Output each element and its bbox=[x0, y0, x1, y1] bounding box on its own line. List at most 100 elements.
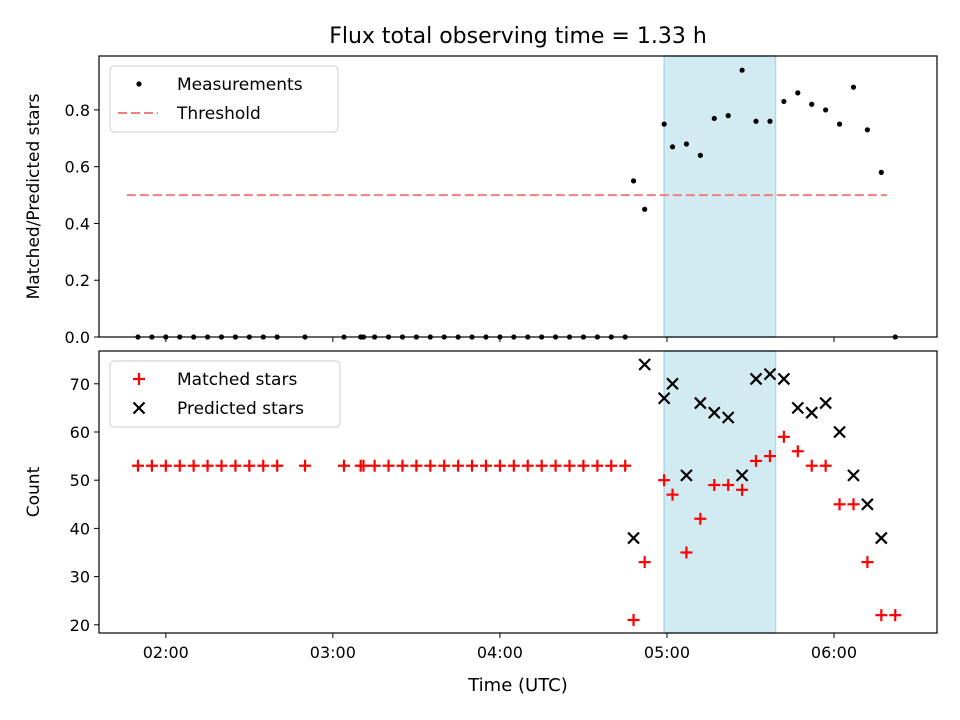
count-point-plus bbox=[777, 430, 790, 443]
ratio-point-dot bbox=[711, 115, 717, 122]
count-point-plus bbox=[257, 459, 270, 472]
ratio-point-dot bbox=[753, 118, 759, 124]
count-point-plus bbox=[736, 483, 749, 496]
legend-box bbox=[109, 360, 341, 428]
count-point-x bbox=[777, 372, 791, 386]
count-point-x-stroke bbox=[791, 401, 805, 415]
count-point-plus bbox=[173, 459, 186, 472]
count-point-x-stroke bbox=[680, 469, 693, 482]
count-point-plus bbox=[791, 445, 804, 458]
count-series-0 bbox=[131, 430, 902, 626]
ratio-point-dot bbox=[683, 141, 690, 147]
count-point-plus bbox=[833, 498, 846, 511]
ratio-point-dot bbox=[630, 178, 637, 184]
legend-swatch-plus bbox=[133, 373, 145, 385]
count-point-plus bbox=[493, 459, 506, 472]
ratio-point-dot bbox=[864, 127, 870, 133]
count-point-plus bbox=[466, 459, 479, 472]
count-point-plus bbox=[819, 459, 832, 472]
chart-title: Flux total observing time = 1.33 h bbox=[329, 24, 707, 49]
count-point-x-stroke bbox=[627, 531, 640, 545]
y-tick-label: 40 bbox=[70, 519, 90, 538]
ratio-point-dot bbox=[739, 67, 745, 73]
count-point-x bbox=[861, 498, 874, 511]
count-point-x-stroke bbox=[666, 377, 679, 391]
count-point-plus bbox=[627, 613, 640, 626]
count-point-plus bbox=[549, 459, 562, 472]
count-point-x bbox=[707, 406, 721, 419]
legend-swatch-dot bbox=[136, 81, 142, 87]
count-point-plus bbox=[638, 556, 651, 569]
ratio-point-dot bbox=[781, 98, 787, 105]
count-point-x bbox=[735, 469, 749, 482]
count-point-plus bbox=[889, 609, 902, 622]
count-point-x-stroke bbox=[805, 406, 818, 419]
count-point-x-stroke bbox=[777, 372, 791, 386]
count-point-x bbox=[763, 367, 777, 381]
legend-box bbox=[109, 65, 339, 133]
count-point-plus bbox=[805, 459, 818, 472]
count-point-plus bbox=[229, 459, 242, 472]
count-point-x-stroke bbox=[638, 358, 651, 371]
ratio-point-dot bbox=[767, 118, 773, 124]
count-point-plus bbox=[410, 459, 423, 472]
legend: Measurements Threshold bbox=[109, 65, 339, 133]
count-point-plus bbox=[694, 512, 707, 525]
legend-swatch-x bbox=[132, 401, 146, 415]
count-point-plus bbox=[131, 459, 144, 472]
y-tick-label: 20 bbox=[70, 616, 90, 635]
count-point-x-stroke bbox=[749, 372, 763, 386]
count-point-plus bbox=[861, 556, 874, 569]
count-point-x bbox=[833, 425, 846, 439]
x-tick-label: 06:00 bbox=[811, 643, 857, 662]
count-point-plus bbox=[299, 459, 312, 472]
y-tick-label: 0.0 bbox=[65, 328, 90, 347]
legend-label: Predicted stars bbox=[177, 399, 304, 419]
count-point-x bbox=[638, 358, 651, 371]
ratio-point-dot bbox=[725, 113, 731, 119]
count-point-plus bbox=[577, 459, 590, 472]
x-tick-label: 04:00 bbox=[477, 643, 523, 662]
count-point-plus bbox=[619, 459, 632, 472]
count-point-plus bbox=[159, 459, 172, 472]
count-point-plus bbox=[337, 459, 350, 472]
y-axis-label: Matched/Predicted stars bbox=[24, 93, 44, 299]
ratio-point-dot bbox=[878, 169, 884, 175]
x-tick-label: 03:00 bbox=[310, 643, 356, 662]
count-point-plus bbox=[722, 479, 735, 492]
count-point-x-stroke bbox=[833, 425, 846, 439]
count-point-x-stroke bbox=[721, 411, 735, 424]
count-point-plus bbox=[396, 459, 409, 472]
count-point-plus bbox=[201, 459, 214, 472]
legend-label: Measurements bbox=[177, 75, 303, 95]
y-tick-label: 0.6 bbox=[65, 158, 90, 177]
count-point-x-stroke bbox=[847, 469, 860, 482]
ratio-point-dot bbox=[795, 90, 801, 96]
count-point-x bbox=[666, 377, 679, 391]
y-tick-label: 30 bbox=[70, 568, 90, 587]
count-point-plus bbox=[708, 479, 721, 492]
count-point-plus bbox=[357, 459, 370, 472]
count-point-x bbox=[791, 401, 805, 415]
count-point-plus bbox=[680, 546, 693, 559]
y-tick-label: 50 bbox=[70, 471, 90, 490]
count-point-plus bbox=[215, 459, 228, 472]
count-point-plus bbox=[382, 459, 395, 472]
count-point-plus bbox=[438, 459, 451, 472]
count-point-plus bbox=[479, 459, 492, 472]
count-point-plus bbox=[658, 474, 671, 487]
count-panel: 20 30 40 50 60 70 02:00 03:00 04:00 05:00 06:00 Cou… bbox=[24, 350, 938, 662]
ratio-point-dot bbox=[850, 84, 857, 90]
y-axis-label: Count bbox=[24, 466, 44, 517]
x-tick-label: 02:00 bbox=[143, 643, 189, 662]
count-point-x bbox=[875, 531, 888, 545]
count-point-plus bbox=[507, 459, 520, 472]
ratio-point-dot bbox=[642, 206, 648, 212]
count-point-plus bbox=[452, 459, 465, 472]
legend-swatch-x-stroke bbox=[132, 401, 146, 415]
ratio-point-dot bbox=[823, 107, 829, 113]
count-point-x-stroke bbox=[735, 469, 749, 482]
count-point-plus bbox=[243, 459, 256, 472]
shaded-observing-region bbox=[663, 350, 777, 634]
